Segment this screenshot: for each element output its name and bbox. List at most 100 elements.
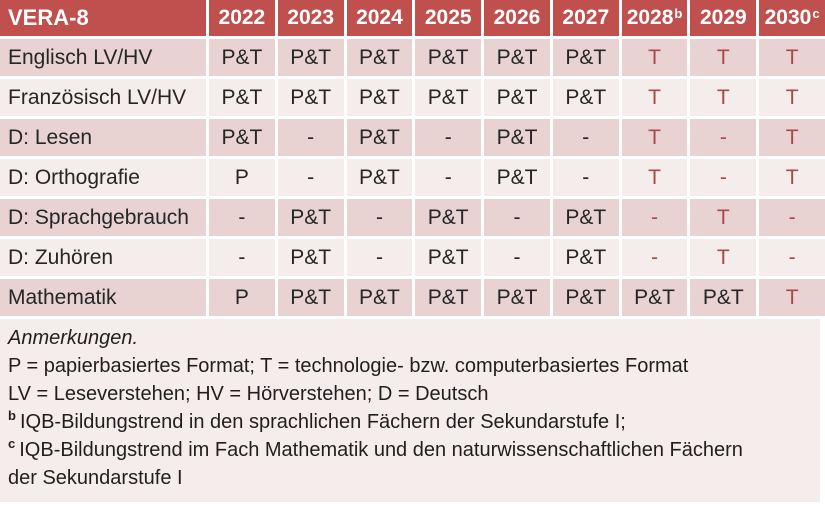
footnote-b-marker: b — [8, 408, 16, 424]
table-body: Englisch LV/HV P&T P&T P&T P&T P&T P&T T T T Franz… — [0, 39, 825, 316]
table-cell: - — [759, 239, 825, 276]
footnote-c: c IQB-Bildungstrend im Fach Mathematik un… — [8, 436, 753, 492]
table-cell: P&T — [209, 119, 275, 156]
column-header-2024: 2024 — [346, 0, 413, 36]
table-cell: P&T — [484, 279, 550, 316]
column-header-2027: 2027 — [552, 0, 619, 36]
table-cell: P&T — [484, 159, 550, 196]
table-cell: P&T — [277, 199, 344, 236]
footnote-c-marker: c — [8, 436, 16, 452]
table-cell: P — [209, 279, 275, 316]
column-header-2023: 2023 — [277, 0, 344, 36]
row-label: Mathematik — [0, 279, 206, 316]
table-cell: T — [759, 119, 825, 156]
table-row: D: Orthografie P - P&T - P&T - T - T — [0, 159, 825, 196]
row-label: D: Orthografie — [0, 159, 206, 196]
table-cell: P&T — [346, 159, 413, 196]
table-cell: P&T — [552, 239, 619, 276]
footnote-b: b IQB-Bildungstrend in den sprachlichen F… — [8, 408, 812, 436]
column-header-2022: 2022 — [209, 0, 275, 36]
table-cell: P&T — [277, 279, 344, 316]
table-title-cell: VERA-8 — [0, 0, 206, 36]
table-cell: P&T — [415, 79, 482, 116]
table-cell: P&T — [415, 199, 482, 236]
table-cell: - — [690, 119, 757, 156]
table-cell: - — [415, 159, 482, 196]
table-cell: - — [690, 159, 757, 196]
table-cell: P&T — [484, 79, 550, 116]
table-cell: - — [621, 199, 688, 236]
table-cell: T — [690, 79, 757, 116]
table-row: Englisch LV/HV P&T P&T P&T P&T P&T P&T T T T — [0, 39, 825, 76]
table-cell: P&T — [277, 39, 344, 76]
column-header-2028: 2028 b — [621, 0, 688, 36]
table-cell: - — [552, 159, 619, 196]
table-cell: P&T — [415, 239, 482, 276]
row-label: Englisch LV/HV — [0, 39, 206, 76]
table-row: Französisch LV/HV P&T P&T P&T P&T P&T P&T T T T — [0, 79, 825, 116]
table-cell: T — [690, 199, 757, 236]
table-cell: - — [277, 119, 344, 156]
table-cell: T — [621, 119, 688, 156]
table-row: D: Lesen P&T - P&T - P&T - T - T — [0, 119, 825, 156]
notes-section: Anmerkungen. P = papierbasiertes Format;… — [0, 319, 825, 507]
table-cell: T — [759, 159, 825, 196]
table-cell: P&T — [209, 79, 275, 116]
footnote-c-text: IQB-Bildungstrend im Fach Mathematik und… — [8, 439, 743, 489]
table-row: D: Sprachgebrauch - P&T - P&T - P&T - T - — [0, 199, 825, 236]
table-cell: - — [277, 159, 344, 196]
row-label: D: Sprachgebrauch — [0, 199, 206, 236]
table-cell: T — [759, 39, 825, 76]
column-header-2025: 2025 — [415, 0, 482, 36]
table-cell: - — [415, 119, 482, 156]
table-cell: - — [484, 199, 550, 236]
table-cell: P&T — [484, 119, 550, 156]
table-cell: - — [484, 239, 550, 276]
note-format-legend: P = papierbasiertes Format; T = technolo… — [8, 355, 689, 377]
table-cell: P — [209, 159, 275, 196]
table-cell: - — [759, 199, 825, 236]
table-cell: - — [552, 119, 619, 156]
table-cell: P&T — [277, 239, 344, 276]
row-label: Französisch LV/HV — [0, 79, 206, 116]
table-cell: P&T — [415, 279, 482, 316]
table-cell: - — [346, 199, 413, 236]
table-cell: T — [690, 39, 757, 76]
table-cell: T — [621, 79, 688, 116]
table-cell: P&T — [346, 119, 413, 156]
table-cell: - — [209, 239, 275, 276]
table-cell: P&T — [552, 39, 619, 76]
table-cell: T — [621, 159, 688, 196]
table-cell: P&T — [277, 79, 344, 116]
table-cell: P&T — [346, 79, 413, 116]
row-label: D: Zuhören — [0, 239, 206, 276]
table-cell: P&T — [552, 199, 619, 236]
table-row: Mathematik P P&T P&T P&T P&T P&T P&T P&T T — [0, 279, 825, 316]
table-cell: T — [759, 79, 825, 116]
footnote-b-text: IQB-Bildungstrend in den sprachlichen Fä… — [19, 411, 626, 433]
table-row: D: Zuhören - P&T - P&T - P&T - T - — [0, 239, 825, 276]
table-cell: T — [690, 239, 757, 276]
notes-heading: Anmerkungen. — [8, 327, 139, 349]
table-cell: P&T — [415, 39, 482, 76]
table-cell: P&T — [484, 39, 550, 76]
note-abbr-legend: LV = Leseverstehen; HV = Hörverstehen; D… — [8, 383, 489, 405]
table-cell: P&T — [209, 39, 275, 76]
table-cell: - — [209, 199, 275, 236]
column-header-2030: 2030 c — [759, 0, 825, 36]
table-cell: P&T — [552, 279, 619, 316]
column-header-2026: 2026 — [484, 0, 550, 36]
table-cell: P&T — [552, 79, 619, 116]
column-header-2029: 2029 — [690, 0, 757, 36]
table-cell: P&T — [346, 39, 413, 76]
header-row: VERA-8 2022 2023 2024 2025 2026 2027 2028 b 2029… — [0, 0, 825, 36]
table-cell: T — [759, 279, 825, 316]
table-cell: - — [346, 239, 413, 276]
table-cell: P&T — [621, 279, 688, 316]
table-cell: P&T — [690, 279, 757, 316]
table-cell: T — [621, 39, 688, 76]
table-cell: P&T — [346, 279, 413, 316]
table-cell: - — [621, 239, 688, 276]
row-label: D: Lesen — [0, 119, 206, 156]
